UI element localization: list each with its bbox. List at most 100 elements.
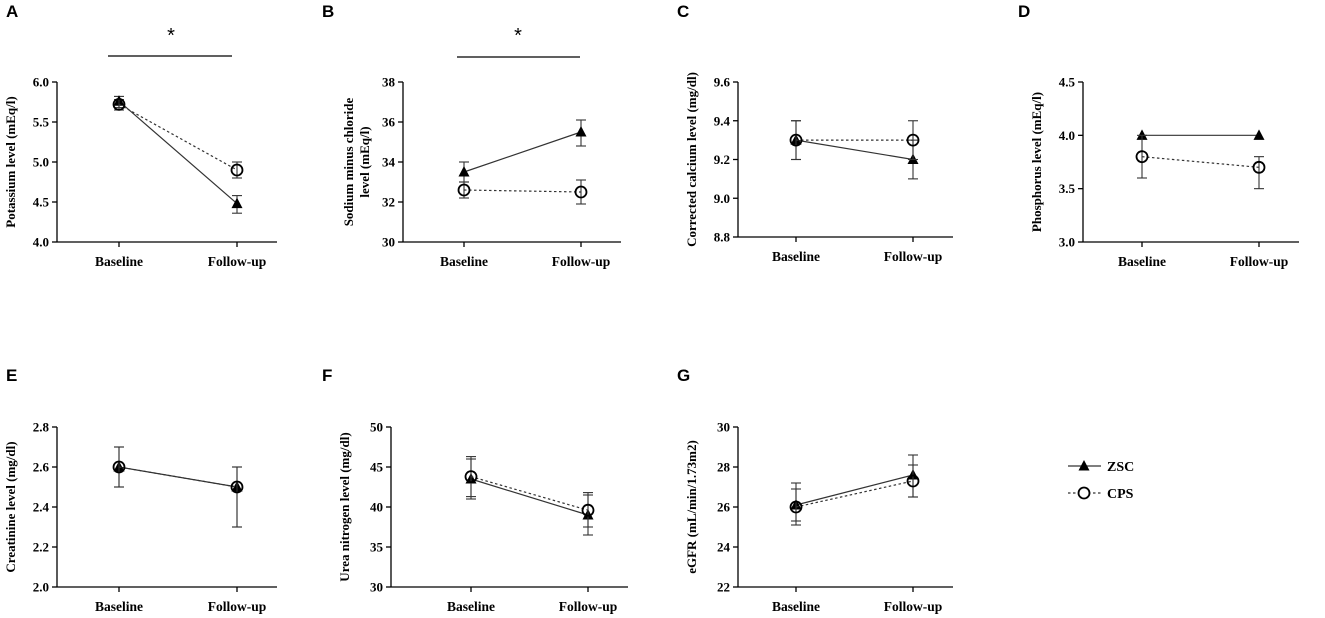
y-tick-label: 2.8: [33, 420, 50, 435]
series-line: [470, 476, 589, 511]
y-tick-label: 3.5: [1059, 181, 1076, 196]
y-tick-label: 36: [382, 115, 396, 130]
panel-letter: A: [6, 2, 18, 21]
x-tick-label: Baseline: [95, 254, 143, 269]
x-tick-label: Baseline: [440, 254, 488, 269]
data-point-zsc: [575, 126, 587, 137]
legend: ZSC CPS: [1068, 460, 1134, 502]
y-tick-label: 26: [717, 500, 731, 515]
x-tick-label: Follow-up: [884, 599, 943, 614]
x-tick-label: Follow-up: [208, 254, 267, 269]
series-line: [463, 131, 582, 173]
series-cps: [1135, 134, 1266, 190]
y-axis-title: Sodium minus chloride: [341, 97, 356, 226]
series-zsc: [458, 119, 587, 183]
y-tick-label: 50: [370, 420, 383, 435]
y-tick-label: 2.0: [33, 580, 49, 595]
x-tick-label: Baseline: [772, 249, 820, 264]
panel-b: B 30 32 34 36 38 Baseline Follow-up Sodium minus…: [322, 2, 621, 269]
panel-letter: C: [677, 2, 689, 21]
y-tick-label: 28: [717, 460, 731, 475]
panel-d: D 3.0 3.5 4.0 4.5 Baseline Follow-up Phosphorus…: [1018, 2, 1299, 269]
y-axis-title: Creatinine level (mg/dl): [3, 441, 18, 572]
series-cps: [457, 179, 588, 205]
y-tick-label: 32: [382, 195, 395, 210]
y-axis-title: level (mEq/l): [357, 126, 372, 197]
series-cps: [464, 456, 595, 528]
panels-layer: A 4.0 4.5 5.0 5.5 6.0 Baseline Follow-up Potassi…: [3, 2, 1299, 614]
data-point-cps: [457, 183, 471, 197]
legend-item-cps: CPS: [1068, 486, 1134, 502]
data-point-cps: [789, 500, 803, 514]
panel-a: A 4.0 4.5 5.0 5.5 6.0 Baseline Follow-up Potassi…: [3, 2, 277, 269]
y-tick-label: 22: [717, 580, 730, 595]
y-tick-label: 4.0: [1059, 128, 1075, 143]
data-point-cps: [789, 133, 803, 147]
x-tick-label: Follow-up: [884, 249, 943, 264]
x-tick-label: Follow-up: [1230, 254, 1289, 269]
y-axis-title: eGFR (mL/min/1.73m2): [684, 440, 699, 574]
data-point-cps: [464, 470, 478, 484]
series-zsc: [1136, 129, 1265, 140]
data-point-cps: [1252, 160, 1266, 174]
y-tick-label: 5.5: [33, 115, 50, 130]
x-tick-label: Baseline: [447, 599, 495, 614]
y-tick-label: 9.4: [714, 113, 731, 128]
y-axis-title: Urea nitrogen level (mg/dl): [337, 432, 352, 581]
data-point-cps: [906, 133, 920, 147]
data-point-cps: [1135, 150, 1149, 164]
significance-star: *: [167, 25, 175, 47]
series-line: [470, 478, 589, 516]
y-axis-title: Phosphorus level (mEq/l): [1029, 92, 1044, 232]
series-cps: [789, 120, 920, 161]
y-tick-label: 3.0: [1059, 235, 1075, 250]
x-tick-label: Baseline: [95, 599, 143, 614]
y-axis-title: Potassium level (mEq/l): [3, 96, 18, 227]
panel-e: E 2.0 2.2 2.4 2.6 2.8 Baseline Follow-up Creatin…: [3, 366, 277, 614]
panel-letter: G: [677, 366, 690, 385]
y-tick-label: 45: [370, 460, 384, 475]
panel-letter: D: [1018, 2, 1030, 21]
y-tick-label: 6.0: [33, 75, 49, 90]
legend-label: CPS: [1107, 487, 1134, 502]
data-point-cps: [906, 474, 920, 488]
y-tick-label: 8.8: [714, 230, 731, 245]
series-line: [795, 480, 914, 508]
data-point-zsc: [231, 197, 243, 209]
data-point-cps: [574, 185, 588, 199]
y-tick-label: 4.0: [33, 235, 49, 250]
series-line: [463, 189, 582, 193]
x-tick-label: Follow-up: [552, 254, 611, 269]
data-point-cps: [230, 480, 244, 494]
data-point-cps: [230, 163, 244, 177]
y-tick-label: 35: [370, 540, 384, 555]
series-cps: [112, 446, 244, 528]
y-tick-label: 30: [717, 420, 730, 435]
data-point-cps: [112, 98, 126, 111]
series-line: [795, 139, 914, 161]
y-tick-label: 9.0: [714, 191, 730, 206]
data-point-cps: [112, 460, 126, 474]
series-line: [118, 466, 238, 488]
legend-item-zsc: ZSC: [1068, 460, 1134, 475]
x-tick-label: Baseline: [772, 599, 820, 614]
x-tick-label: Follow-up: [208, 599, 267, 614]
y-tick-label: 4.5: [33, 195, 50, 210]
y-tick-label: 34: [382, 155, 396, 170]
y-tick-label: 38: [382, 75, 396, 90]
panel-letter: F: [322, 366, 332, 385]
y-tick-label: 30: [382, 235, 395, 250]
series-zsc: [465, 458, 594, 536]
legend-marker-circle: [1077, 486, 1091, 500]
y-tick-label: 4.5: [1059, 75, 1076, 90]
y-tick-label: 2.2: [33, 540, 49, 555]
data-point-zsc: [1253, 129, 1265, 140]
significance-star: *: [514, 25, 522, 47]
series-line: [1141, 156, 1260, 168]
y-tick-label: 40: [370, 500, 383, 515]
y-tick-label: 2.4: [33, 500, 50, 515]
series-zsc: [790, 120, 919, 180]
x-tick-label: Baseline: [1118, 254, 1166, 269]
panel-letter: B: [322, 2, 334, 21]
